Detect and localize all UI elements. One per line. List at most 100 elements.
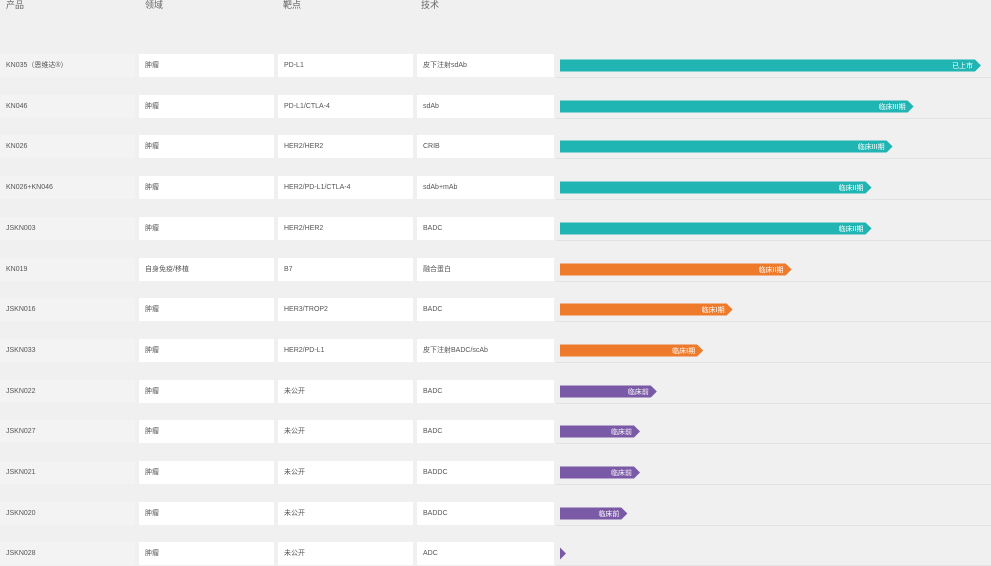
table-row: JSKN033 肿瘤 HER2/PD-L1 皮下注射BADC/scAb	[0, 339, 991, 363]
cell-target: HER2/HER2	[278, 217, 413, 240]
table-row: JSKN020 肿瘤 未公开 BADDC	[0, 502, 991, 526]
table-row: KN035（恩维达®） 肿瘤 PD-L1 皮下注射sdAb	[0, 54, 991, 78]
cell-target: PD-L1/CTLA-4	[278, 95, 413, 118]
stage-label: 临床III期	[879, 102, 906, 111]
cell-product: JSKN003	[0, 217, 135, 240]
progress-bar	[560, 385, 657, 398]
cell-target: 未公开	[278, 502, 413, 525]
cell-tech: sdAb+mAb	[417, 176, 554, 199]
stage-label: 临床II期	[839, 224, 864, 233]
stage-label: 临床前	[598, 509, 619, 518]
header-product: 产品	[6, 0, 25, 10]
cell-target: B7	[278, 258, 413, 281]
table-row: KN026+KN046 肿瘤 HER2/PD-L1/CTLA-4 sdAb+mAb	[0, 176, 991, 200]
row-divider	[556, 199, 991, 200]
cell-product: JSKN022	[0, 380, 135, 403]
cell-field: 肿瘤	[139, 461, 274, 484]
table-header: 产品 领域 靶点 技术	[0, 0, 991, 14]
cell-tech: BADDC	[417, 461, 554, 484]
progress-bar	[560, 466, 640, 479]
cell-field: 肿瘤	[139, 135, 274, 158]
row-divider	[556, 403, 991, 404]
cell-product: JSKN016	[0, 298, 135, 321]
cell-field: 肿瘤	[139, 54, 274, 77]
cell-target: PD-L1	[278, 54, 413, 77]
cell-field: 肿瘤	[139, 298, 274, 321]
progress-bar	[560, 59, 981, 72]
table-row: JSKN016 肿瘤 HER3/TROP2 BADC	[0, 298, 991, 322]
progress-bar	[560, 547, 566, 560]
table-row: KN019 自身免疫/移植 B7 融合蛋白	[0, 258, 991, 282]
cell-field: 肿瘤	[139, 542, 274, 565]
cell-field: 肿瘤	[139, 420, 274, 443]
row-divider	[556, 158, 991, 159]
cell-target: 未公开	[278, 542, 413, 565]
stage-label: 临床III期	[858, 142, 885, 151]
row-divider	[556, 484, 991, 485]
progress-bar	[560, 425, 640, 438]
cell-field: 自身免疫/移植	[139, 258, 274, 281]
table-row: JSKN003 肿瘤 HER2/HER2 BADC	[0, 217, 991, 241]
cell-product: JSKN021	[0, 461, 135, 484]
progress-bar	[560, 344, 704, 357]
cell-product: KN035（恩维达®）	[0, 54, 135, 77]
cell-tech: 皮下注射BADC/scAb	[417, 339, 554, 362]
row-divider	[556, 525, 991, 526]
row-divider	[556, 362, 991, 363]
cell-tech: CRIB	[417, 135, 554, 158]
cell-tech: ADC	[417, 542, 554, 565]
row-divider	[556, 77, 991, 78]
cell-tech: 融合蛋白	[417, 258, 554, 281]
stage-label: 已上市	[952, 61, 973, 70]
progress-bar	[560, 181, 872, 194]
progress-bar	[560, 222, 872, 235]
table-row: JSKN021 肿瘤 未公开 BADDC	[0, 461, 991, 485]
stage-label: 临床I期	[702, 305, 725, 314]
row-divider	[556, 281, 991, 282]
cell-field: 肿瘤	[139, 176, 274, 199]
stage-label: 临床前	[611, 427, 632, 436]
cell-target: 未公开	[278, 461, 413, 484]
stage-label: 临床II期	[839, 183, 864, 192]
header-field: 领域	[145, 0, 164, 10]
cell-tech: BADC	[417, 420, 554, 443]
cell-tech: BADC	[417, 298, 554, 321]
progress-bar	[560, 507, 628, 520]
cell-tech: sdAb	[417, 95, 554, 118]
cell-target: 未公开	[278, 420, 413, 443]
cell-tech: BADDC	[417, 502, 554, 525]
cell-tech: BADC	[417, 380, 554, 403]
cell-target: 未公开	[278, 380, 413, 403]
cell-product: JSKN033	[0, 339, 135, 362]
stage-label: 临床I期	[672, 346, 695, 355]
cell-product: KN019	[0, 258, 135, 281]
row-divider	[556, 321, 991, 322]
cell-target: HER3/TROP2	[278, 298, 413, 321]
cell-product: KN046	[0, 95, 135, 118]
progress-bar	[560, 100, 914, 113]
row-divider	[556, 240, 991, 241]
table-row: KN046 肿瘤 PD-L1/CTLA-4 sdAb	[0, 95, 991, 119]
table-row: JSKN027 肿瘤 未公开 BADC	[0, 420, 991, 444]
table-row: JSKN022 肿瘤 未公开 BADC	[0, 380, 991, 404]
progress-bar	[560, 140, 893, 153]
cell-field: 肿瘤	[139, 217, 274, 240]
progress-bar	[560, 263, 792, 276]
cell-product: KN026	[0, 135, 135, 158]
table-row: KN026 肿瘤 HER2/HER2 CRIB	[0, 135, 991, 159]
header-tech: 技术	[421, 0, 440, 10]
cell-product: JSKN020	[0, 502, 135, 525]
cell-tech: BADC	[417, 217, 554, 240]
cell-product: JSKN028	[0, 542, 135, 565]
cell-field: 肿瘤	[139, 380, 274, 403]
row-divider	[556, 443, 991, 444]
cell-target: HER2/HER2	[278, 135, 413, 158]
cell-field: 肿瘤	[139, 95, 274, 118]
cell-field: 肿瘤	[139, 502, 274, 525]
cell-tech: 皮下注射sdAb	[417, 54, 554, 77]
stage-label: 临床前	[628, 387, 649, 396]
stage-label: 临床前	[611, 468, 632, 477]
row-divider	[556, 118, 991, 119]
stage-label: 临床II期	[759, 265, 784, 274]
